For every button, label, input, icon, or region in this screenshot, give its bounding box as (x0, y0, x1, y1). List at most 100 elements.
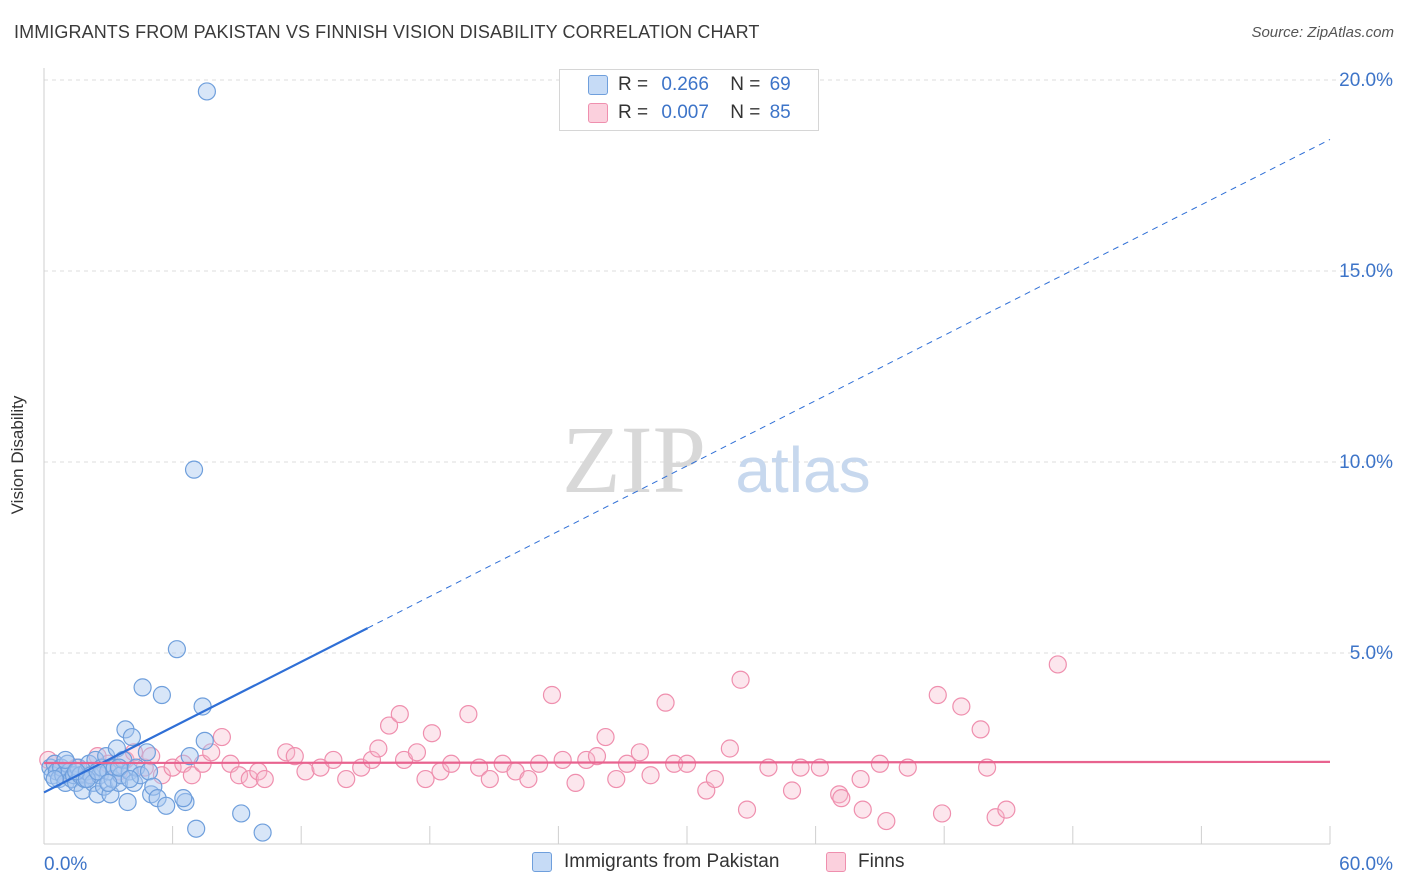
finns-point (379, 716, 399, 735)
finns-point (324, 750, 343, 770)
finns-point (459, 705, 478, 724)
pakistan-point (99, 773, 118, 792)
finns-point (630, 743, 649, 762)
finns-point (832, 789, 851, 808)
pakistan-trend-extension (367, 138, 1331, 629)
finns-point (870, 754, 890, 773)
finns-point (519, 769, 538, 789)
pakistan-point (184, 460, 204, 479)
trend-lines (43, 138, 1331, 794)
pakistan-points (41, 82, 272, 842)
finns-point (542, 685, 562, 705)
bottom-legend-pakistan: Immigrants from Pakistan (532, 851, 779, 873)
legend-r-value: 0.007 (661, 102, 709, 123)
finns-point (677, 754, 697, 773)
pakistan-point (139, 762, 159, 781)
finns-point (296, 762, 315, 781)
pakistan-point (157, 796, 176, 815)
legend-r-value: 0.266 (661, 74, 709, 95)
pakistan-point (56, 750, 75, 770)
watermark-atlas: atlas (735, 434, 870, 506)
pakistan-point (118, 792, 137, 812)
finns-point (422, 724, 442, 743)
legend-n-value: 85 (769, 102, 791, 123)
pakistan-point (152, 685, 171, 705)
finns-point (285, 747, 304, 766)
pakistan-point (180, 747, 199, 766)
y-axis-label: Vision Disability (8, 395, 27, 515)
finns-point (932, 804, 952, 823)
finns-point (390, 705, 409, 724)
finns-trend-line (43, 760, 1331, 765)
finns-point (362, 750, 382, 770)
pakistan-point (131, 766, 150, 785)
chart-title: IMMIGRANTS FROM PAKISTAN VS FINNISH VISI… (14, 22, 760, 42)
finns-point (1048, 655, 1067, 674)
legend-n-label: N = (730, 102, 761, 123)
source-label: Source: ZipAtlas.com (1251, 24, 1394, 41)
y-tick-label: 15.0% (1339, 261, 1393, 282)
finns-point (877, 811, 896, 831)
finns-point (720, 739, 739, 758)
pakistan-point (120, 769, 139, 789)
pakistan-point (133, 678, 152, 697)
finns-point (853, 800, 872, 819)
watermark: ZIP atlas (562, 406, 871, 513)
finns-point (587, 747, 607, 766)
finns-point (971, 720, 990, 739)
y-tick-label: 10.0% (1339, 452, 1393, 473)
bottom-legend-label-finns: Finns (858, 851, 905, 872)
finns-point (480, 769, 499, 789)
finns-point (977, 758, 997, 777)
finns-point (952, 697, 971, 716)
finns-point (229, 766, 249, 785)
legend-swatch-finns (588, 103, 608, 123)
finns-point (577, 750, 596, 770)
finns-point (782, 781, 802, 800)
axes (43, 68, 1331, 845)
pakistan-point (195, 731, 214, 750)
x-tick-label: 0.0% (44, 854, 87, 875)
pakistan-point (232, 804, 251, 823)
finns-point (566, 773, 585, 792)
x-tick-label: 60.0% (1339, 854, 1393, 875)
finns-point (530, 754, 549, 773)
pakistan-point (116, 720, 135, 739)
bottom-legend-finns: Finns (826, 851, 904, 873)
finns-point (928, 685, 947, 705)
finns-point (596, 727, 615, 747)
pakistan-point (122, 727, 141, 747)
finns-point (212, 727, 231, 747)
pakistan-point (197, 82, 216, 101)
bottom-legend-label-pakistan: Immigrants from Pakistan (564, 851, 780, 872)
finns-point (202, 743, 221, 762)
bottom-legend-swatch-finns (826, 852, 846, 872)
finns-points (39, 655, 1067, 831)
correlation-legend: R = 0.266 N = 69 R = 0.007 N = 85 (559, 69, 819, 131)
tick-labels: 5.0% 10.0% 15.0% 20.0% 0.0% 60.0% (44, 70, 1393, 875)
pakistan-point (167, 640, 186, 659)
pakistan-point (137, 743, 156, 762)
finns-point (182, 766, 201, 785)
finns-point (997, 800, 1016, 819)
pakistan-point (174, 789, 193, 808)
legend-n-value: 69 (769, 74, 791, 95)
y-tick-label: 5.0% (1350, 643, 1393, 664)
finns-point (705, 769, 724, 789)
legend-row-pakistan: R = 0.266 N = 69 (618, 74, 791, 96)
finns-point (851, 769, 870, 789)
finns-point (607, 769, 626, 789)
legend-r-label: R = (618, 102, 649, 123)
finns-point (407, 743, 427, 762)
pakistan-trend-line (43, 627, 369, 794)
finns-point (277, 743, 296, 762)
watermark-zip: ZIP (562, 406, 706, 513)
pakistan-point (88, 785, 107, 804)
legend-r-label: R = (618, 74, 649, 95)
finns-point (255, 769, 274, 789)
y-tick-label: 20.0% (1339, 70, 1393, 91)
finns-point (416, 769, 435, 789)
legend-n-label: N = (730, 74, 761, 95)
finns-point (731, 670, 750, 689)
